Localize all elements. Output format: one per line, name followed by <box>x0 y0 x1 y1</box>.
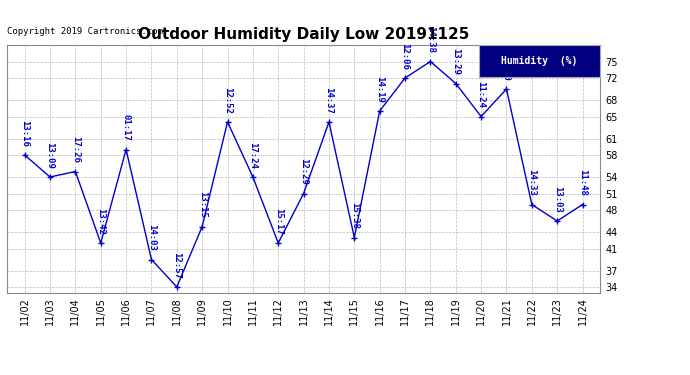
Text: 15:38: 15:38 <box>350 202 359 229</box>
Text: Copyright 2019 Cartronics.com: Copyright 2019 Cartronics.com <box>7 27 163 36</box>
Text: 13:16: 13:16 <box>20 120 29 147</box>
Text: 12:52: 12:52 <box>223 87 232 114</box>
Text: 14:03: 14:03 <box>147 224 156 251</box>
Text: 13:42: 13:42 <box>96 208 106 235</box>
Text: 15:17: 15:17 <box>274 208 283 235</box>
Text: 14:19: 14:19 <box>375 76 384 103</box>
Text: 12:57: 12:57 <box>172 252 181 279</box>
Text: 17:24: 17:24 <box>248 142 257 169</box>
Text: 22:10: 22:10 <box>502 54 511 81</box>
Text: 01:17: 01:17 <box>121 114 130 141</box>
Text: 13:03: 13:03 <box>553 186 562 213</box>
Text: 11:24: 11:24 <box>477 81 486 108</box>
Text: 11:48: 11:48 <box>578 169 587 196</box>
Title: Outdoor Humidity Daily Low 20191125: Outdoor Humidity Daily Low 20191125 <box>138 27 469 42</box>
Text: 13:29: 13:29 <box>451 48 460 75</box>
Text: 14:38: 14:38 <box>426 26 435 53</box>
Text: 13:15: 13:15 <box>197 191 207 218</box>
Text: 12:29: 12:29 <box>299 158 308 185</box>
Text: 12:06: 12:06 <box>400 43 410 70</box>
Text: 17:26: 17:26 <box>71 136 80 163</box>
Text: 14:33: 14:33 <box>527 169 536 196</box>
Text: 13:09: 13:09 <box>46 142 55 169</box>
Text: 14:37: 14:37 <box>324 87 333 114</box>
